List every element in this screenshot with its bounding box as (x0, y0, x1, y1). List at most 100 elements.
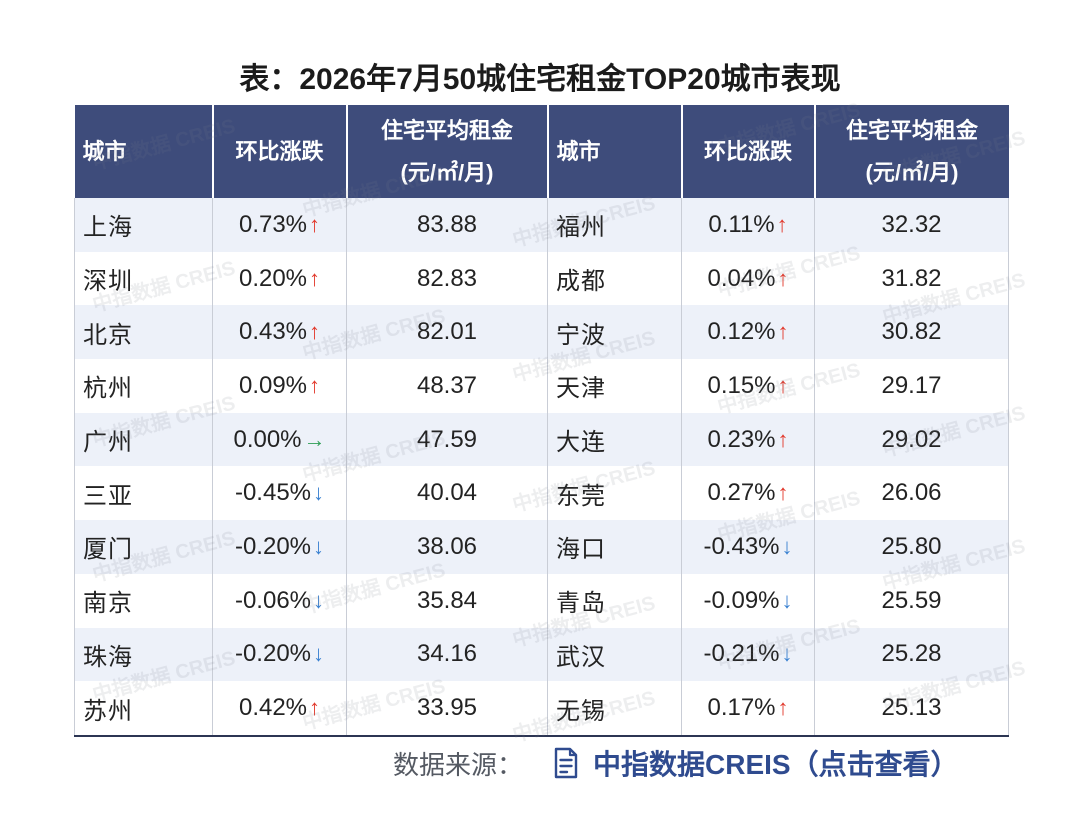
data-source: 数据来源： 中指数据CREIS（点击查看） (393, 742, 1033, 784)
change-value: 0.43% (238, 318, 308, 346)
change-cell: 0.17%↑ (681, 681, 815, 737)
header-city-right: 城市 (546, 105, 682, 198)
table-row: 杭州 0.09%↑ 48.37 天津 0.15%↑ 29.17 (74, 359, 1009, 413)
page-title: 表：2026年7月50城住宅租金TOP20城市表现 (239, 63, 841, 96)
source-link[interactable]: 中指数据CREIS（点击查看） (593, 749, 959, 780)
city-cell: 青岛 (547, 573, 682, 628)
change-value: 0.11% (708, 210, 775, 238)
table-header: 城市 环比涨跌 住宅平均租金 (元/㎡/月) 城市 环比涨跌 住宅平均租金 (元… (74, 105, 1009, 198)
rent-cell: 25.59 (814, 573, 1009, 628)
rent-cell: 32.32 (814, 198, 1009, 252)
rent-value: 33.95 (416, 694, 478, 722)
rent-value: 47.59 (416, 425, 478, 453)
document-icon[interactable] (553, 747, 579, 779)
arrow-down-icon: ↓ (313, 480, 325, 506)
city-name: 深圳 (83, 268, 133, 296)
city-name: 苏州 (83, 697, 133, 725)
city-name: 三亚 (83, 482, 133, 510)
change-value: 0.12% (707, 318, 776, 346)
city-name: 珠海 (83, 643, 133, 671)
change-value: 0.17% (707, 694, 776, 722)
rent-cell: 82.83 (346, 251, 548, 306)
rent-value: 83.88 (416, 210, 478, 238)
change-value: 0.09% (238, 371, 308, 399)
rent-value: 32.32 (881, 210, 942, 238)
city-name: 北京 (83, 321, 133, 349)
city-name: 天津 (556, 375, 606, 403)
city-cell: 大连 (547, 412, 682, 467)
header-rent-right: 住宅平均租金 (元/㎡/月) (813, 105, 1009, 198)
city-name: 宁波 (556, 321, 606, 349)
city-cell: 东莞 (547, 466, 682, 521)
change-cell: 0.42%↑ (212, 681, 347, 737)
rent-cell: 30.82 (814, 305, 1009, 360)
city-name: 广州 (83, 429, 133, 457)
change-value: 0.00% (233, 425, 302, 453)
city-cell: 南京 (74, 573, 213, 628)
change-cell: 0.73%↑ (212, 198, 347, 252)
city-cell: 三亚 (74, 466, 213, 521)
change-value: 0.20% (238, 264, 308, 292)
rent-value: 25.13 (881, 694, 942, 722)
header-rent-title: 住宅平均租金 (380, 117, 513, 143)
rent-cell: 25.13 (814, 681, 1009, 737)
arrow-down-icon: ↓ (781, 641, 793, 667)
change-value: -0.43% (703, 532, 780, 560)
rent-cell: 33.95 (346, 681, 548, 737)
arrow-up-icon: ↑ (309, 265, 321, 291)
rent-value: 31.82 (881, 264, 942, 292)
change-cell: 0.43%↑ (212, 305, 347, 360)
change-cell: -0.21%↓ (681, 627, 815, 682)
rent-value: 29.02 (881, 425, 942, 453)
arrow-down-icon: ↓ (313, 533, 325, 559)
table-row: 北京 0.43%↑ 82.01 宁波 0.12%↑ 30.82 (74, 305, 1009, 360)
city-cell: 福州 (547, 198, 682, 252)
city-cell: 上海 (74, 198, 213, 252)
city-name: 成都 (556, 268, 606, 296)
table-body: 上海 0.73%↑ 83.88 福州 0.11%↑ 32.32 深圳 0.20%↑ 82.83 成… (74, 198, 1009, 737)
change-cell: 0.11%↑ (681, 198, 815, 252)
change-value: 0.27% (707, 479, 776, 507)
city-cell: 苏州 (74, 681, 213, 737)
change-cell: -0.06%↓ (212, 573, 347, 628)
rent-cell: 40.04 (346, 466, 548, 521)
rent-cell: 25.80 (814, 520, 1009, 574)
rent-cell: 35.84 (346, 573, 548, 628)
rent-cell: 31.82 (814, 251, 1009, 306)
change-value: -0.20% (234, 640, 312, 668)
header-change-left: 环比涨跌 (211, 105, 347, 198)
rent-cell: 34.16 (346, 627, 548, 682)
change-cell: -0.20%↓ (212, 627, 347, 682)
change-cell: -0.45%↓ (212, 466, 347, 521)
change-cell: 0.04%↑ (681, 251, 815, 306)
rent-value: 30.82 (881, 318, 942, 346)
change-cell: 0.23%↑ (681, 412, 815, 467)
change-value: -0.45% (234, 479, 312, 507)
city-cell: 厦门 (74, 520, 213, 574)
rent-cell: 29.17 (814, 359, 1009, 413)
rent-cell: 26.06 (814, 466, 1009, 521)
city-name: 福州 (556, 214, 606, 242)
city-cell: 成都 (547, 251, 682, 306)
change-value: 0.42% (238, 694, 308, 722)
arrow-up-icon: ↑ (777, 480, 789, 506)
city-name: 青岛 (556, 590, 606, 618)
header-rent-unit: (元/㎡/月) (865, 159, 959, 185)
rent-cell: 48.37 (346, 359, 548, 413)
rent-value: 25.28 (881, 640, 942, 668)
change-cell: -0.20%↓ (212, 520, 347, 574)
city-name: 厦门 (83, 536, 133, 564)
arrow-down-icon: ↓ (313, 641, 325, 667)
city-cell: 北京 (74, 305, 213, 360)
rent-value: 48.37 (416, 371, 478, 399)
city-cell: 杭州 (74, 359, 213, 413)
rent-value: 82.83 (416, 264, 478, 292)
table-row: 三亚 -0.45%↓ 40.04 东莞 0.27%↑ 26.06 (74, 466, 1009, 521)
city-cell: 海口 (547, 520, 682, 574)
arrow-up-icon: ↑ (776, 211, 788, 237)
city-name: 杭州 (83, 375, 133, 403)
city-cell: 天津 (547, 359, 682, 413)
header-rent-left: 住宅平均租金 (元/㎡/月) (345, 105, 548, 198)
arrow-down-icon: ↓ (781, 587, 793, 613)
